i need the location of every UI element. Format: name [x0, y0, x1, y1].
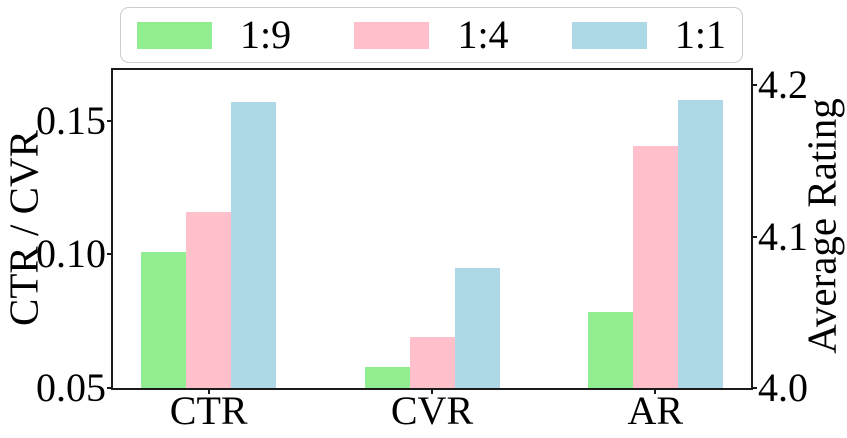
bar-ar-1-4	[632, 146, 678, 388]
legend-item-1-1: 1:1	[571, 12, 726, 57]
legend-label-1-1: 1:1	[674, 12, 726, 57]
x-tick-label-ar: AR	[627, 388, 684, 433]
x-tick-ar	[654, 388, 657, 394]
bar-cvr-1-1	[454, 268, 500, 388]
bar-ar-1-9	[587, 312, 633, 388]
right-y-tick-label-4.2: 4.2	[758, 62, 808, 108]
bar-ctr-1-4	[186, 212, 232, 388]
x-tick-label-ctr: CTR	[169, 388, 248, 433]
bar-ar-1-1	[677, 100, 723, 388]
left-y-axis-title: CTR / CVR	[0, 130, 47, 326]
x-tick-ctr	[207, 388, 210, 394]
legend-swatch-1-4	[354, 21, 430, 49]
left-y-tick-label-0.10: 0.10	[36, 231, 106, 277]
bars-layer	[113, 70, 751, 388]
left-y-tick-0.10	[107, 253, 113, 256]
legend-label-1-9: 1:9	[240, 12, 292, 57]
left-y-tick-label-0.05: 0.05	[36, 365, 106, 410]
right-y-tick-label-4.0: 4.0	[758, 365, 808, 410]
bar-cvr-1-9	[364, 367, 410, 388]
left-y-tick-0.15	[107, 119, 113, 122]
bar-ctr-1-1	[231, 102, 277, 388]
x-tick-cvr	[431, 388, 433, 394]
legend-item-1-4: 1:4	[354, 12, 509, 57]
left-y-tick-0.05	[107, 387, 113, 389]
bar-cvr-1-4	[409, 337, 455, 388]
legend-swatch-1-9	[137, 21, 212, 49]
legend: 1:9 1:4 1:1	[120, 7, 743, 63]
right-y-tick-4.0	[751, 387, 757, 389]
x-tick-label-cvr: CVR	[390, 388, 474, 433]
right-y-tick-4.1	[751, 235, 757, 238]
legend-swatch-1-1	[571, 21, 647, 49]
legend-label-1-4: 1:4	[457, 12, 509, 57]
right-y-tick-label-4.1: 4.1	[758, 213, 808, 259]
left-y-tick-label-0.15: 0.15	[36, 97, 106, 143]
bar-ctr-1-9	[141, 252, 187, 388]
legend-item-1-9: 1:9	[137, 15, 291, 55]
right-y-tick-4.2	[751, 84, 757, 87]
plot-area	[111, 68, 753, 390]
